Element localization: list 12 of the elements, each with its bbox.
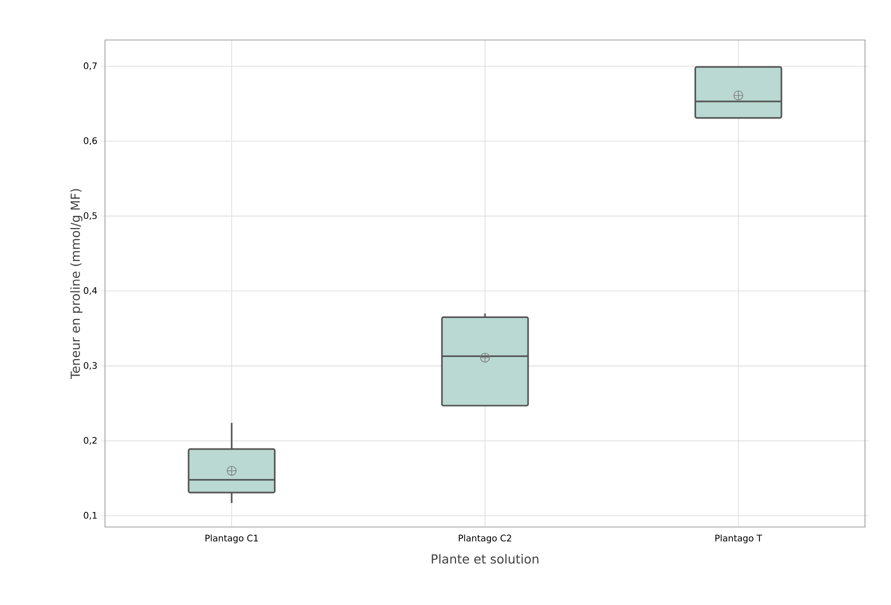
- y-tick-label: 0,2: [84, 436, 97, 445]
- y-tick-label: 0,6: [84, 137, 97, 145]
- x-tick-label: Plantago C1: [206, 534, 258, 544]
- y-tick-label: 0,1: [84, 512, 97, 520]
- y-tick-label: 0,5: [84, 212, 97, 220]
- x-tick-label: Plantago C2: [458, 534, 512, 544]
- y-tick-label: 0,7: [84, 62, 97, 70]
- y-axis-title: Teneur en proline (mmol/g MF): [70, 189, 82, 380]
- y-tick-label: 0,3: [84, 362, 97, 370]
- x-tick-label: Plantago T: [715, 534, 762, 544]
- y-tick-label: 0,4: [84, 287, 97, 295]
- x-axis-title: Plante et solution: [432, 554, 538, 564]
